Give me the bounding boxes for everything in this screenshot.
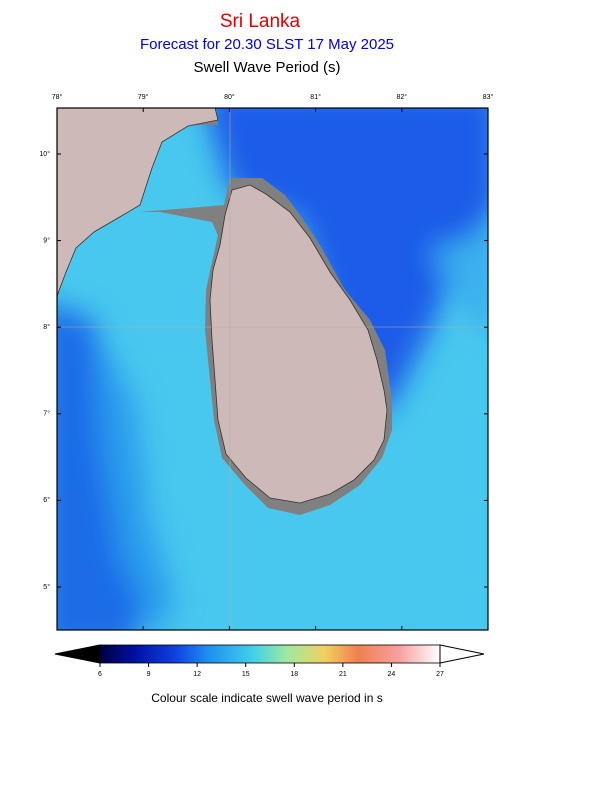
map-frame — [56, 107, 489, 631]
colorbar-tick-label: 21 — [339, 671, 347, 678]
map-area — [57, 108, 488, 630]
colorbar-low-arrow — [54, 644, 101, 664]
longitude-label: 82° — [397, 93, 408, 101]
longitude-label: 78° — [52, 93, 63, 101]
latitude-label: 8° — [43, 323, 50, 331]
variable-title: Swell Wave Period (s) — [194, 59, 341, 76]
latitude-label: 7° — [43, 410, 50, 418]
longitude-label: 80° — [224, 93, 235, 101]
colorbar-tick-label: 18 — [290, 671, 298, 678]
longitude-label: 83° — [483, 93, 494, 101]
shelf — [140, 205, 232, 245]
colorbar-tick-label: 24 — [388, 671, 396, 678]
latitude-label: 5° — [43, 583, 50, 591]
colorbar — [99, 644, 441, 664]
latitude-label: 10° — [39, 150, 50, 158]
colorbar-high-arrow — [439, 644, 485, 664]
ocean-shading — [57, 108, 488, 630]
latitude-label: 6° — [43, 496, 50, 504]
colorbar-tick-label: 12 — [193, 671, 201, 678]
india-land — [57, 108, 219, 297]
subtitle: Forecast for 20.30 SLST 17 May 2025 — [140, 36, 394, 53]
colorbar-tick-label: 9 — [147, 671, 151, 678]
longitude-label: 81° — [310, 93, 321, 101]
sri-lanka-land — [209, 184, 388, 504]
colorbar-tick-label: 27 — [436, 671, 444, 678]
colorbar-tick-label: 15 — [242, 671, 250, 678]
caption: Colour scale indicate swell wave period … — [151, 691, 382, 705]
title: Sri Lanka — [220, 11, 301, 32]
longitude-label: 79° — [138, 93, 149, 101]
colorbar-tick-label: 6 — [98, 671, 102, 678]
latitude-label: 9° — [43, 236, 50, 244]
